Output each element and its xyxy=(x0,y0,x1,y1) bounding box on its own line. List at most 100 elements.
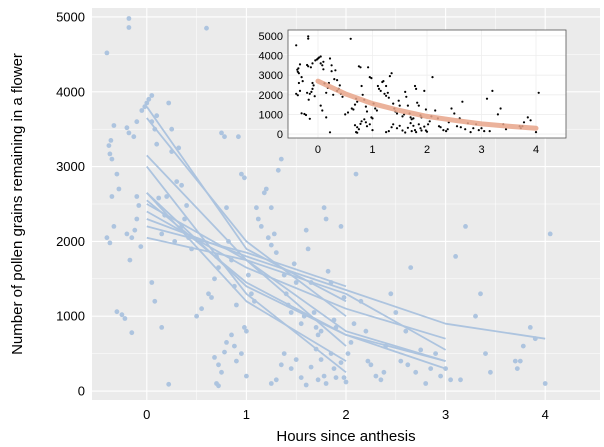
data-point xyxy=(403,328,409,334)
inset-data-point xyxy=(397,99,400,102)
data-point xyxy=(126,16,132,21)
data-point xyxy=(268,242,274,248)
data-point xyxy=(383,343,389,349)
data-point xyxy=(408,265,414,270)
data-point xyxy=(388,291,394,297)
data-point xyxy=(305,246,311,252)
data-point xyxy=(159,325,165,330)
inset-data-point xyxy=(405,95,408,98)
y-tick-label: 4000 xyxy=(56,84,85,99)
inset-data-point xyxy=(295,92,298,95)
data-point xyxy=(265,235,271,241)
inset-data-point xyxy=(383,92,386,95)
inset-data-point xyxy=(379,89,382,92)
inset-data-point xyxy=(311,62,314,65)
inset-data-point xyxy=(491,89,494,92)
data-point xyxy=(129,235,135,241)
data-point xyxy=(298,321,304,327)
data-point xyxy=(232,343,237,349)
inset-data-point xyxy=(352,108,355,111)
inset-tick-labels: 0 1 2 3 4 0 1000 2000 3000 4000 5000 xyxy=(259,31,540,156)
inset-data-point xyxy=(304,113,308,117)
inset-data-point xyxy=(522,121,526,124)
data-point xyxy=(127,257,133,263)
data-point xyxy=(134,194,140,199)
inset-data-point xyxy=(298,89,302,92)
inset-data-point xyxy=(413,129,417,132)
data-point xyxy=(473,313,478,319)
main-points xyxy=(104,16,553,389)
data-point xyxy=(166,381,172,387)
inset-data-point xyxy=(424,108,427,111)
inset-data-point xyxy=(461,100,464,103)
data-point xyxy=(229,332,234,338)
inset-data-point xyxy=(469,131,472,134)
inset-data-point xyxy=(442,129,445,132)
data-point xyxy=(405,362,411,368)
inset-data-point xyxy=(376,84,379,88)
data-point xyxy=(341,375,347,380)
data-point xyxy=(149,280,155,285)
series-line xyxy=(146,236,446,362)
inset-data-point xyxy=(318,56,321,59)
data-point xyxy=(278,156,284,162)
data-point xyxy=(159,231,165,237)
data-point xyxy=(358,298,364,304)
data-point xyxy=(311,310,317,315)
inset-data-point xyxy=(415,131,418,134)
inset-data-point xyxy=(356,100,359,103)
series-line xyxy=(146,225,347,288)
x-axis-title: Hours since anthesis xyxy=(276,428,415,445)
data-point xyxy=(216,383,221,389)
data-point xyxy=(104,235,110,241)
data-point xyxy=(542,381,548,386)
x-tick-label: 3 xyxy=(442,407,449,422)
data-point xyxy=(189,246,195,252)
data-point xyxy=(172,239,178,244)
x-tick-label: 2 xyxy=(342,407,349,422)
inset-y-tick-label: 1000 xyxy=(259,109,283,121)
data-point xyxy=(154,141,160,147)
data-point xyxy=(353,171,359,177)
data-point xyxy=(166,100,172,106)
inset-x-tick-label: 3 xyxy=(478,144,484,156)
inset-data-point xyxy=(401,115,404,118)
inset-data-point xyxy=(499,107,502,110)
data-point xyxy=(448,377,453,383)
inset-data-point xyxy=(338,84,341,87)
y-axis-title: Number of pollen grains remaining in a f… xyxy=(9,53,26,355)
data-point xyxy=(323,216,329,222)
data-point xyxy=(351,321,357,327)
inset-data-point xyxy=(308,92,311,95)
data-point xyxy=(139,108,145,113)
data-point xyxy=(106,143,112,149)
inset-data-point xyxy=(297,72,300,75)
data-point xyxy=(325,268,331,274)
data-point xyxy=(129,330,135,336)
inset-data-point xyxy=(404,131,407,134)
data-point xyxy=(142,104,148,110)
inset-data-point xyxy=(409,116,412,119)
data-point xyxy=(321,205,327,211)
inset-data-point xyxy=(392,102,395,105)
data-point xyxy=(413,369,419,375)
data-point xyxy=(428,366,434,371)
data-point xyxy=(212,276,217,282)
inset-grid xyxy=(288,30,566,138)
inset-data-point xyxy=(357,65,360,68)
series-line xyxy=(146,199,446,370)
inset-data-point xyxy=(303,112,306,116)
data-point xyxy=(268,381,274,386)
inset-data-point xyxy=(353,124,357,127)
inset-data-point xyxy=(385,131,388,134)
inset-data-point xyxy=(485,97,489,100)
data-point xyxy=(111,123,117,128)
inset-data-point xyxy=(488,130,491,133)
inset-data-point xyxy=(360,84,363,88)
data-point xyxy=(328,280,334,285)
inset-data-point xyxy=(453,112,456,115)
data-point xyxy=(206,291,211,297)
data-point xyxy=(179,224,185,229)
data-point xyxy=(111,224,117,229)
data-point xyxy=(348,340,354,345)
